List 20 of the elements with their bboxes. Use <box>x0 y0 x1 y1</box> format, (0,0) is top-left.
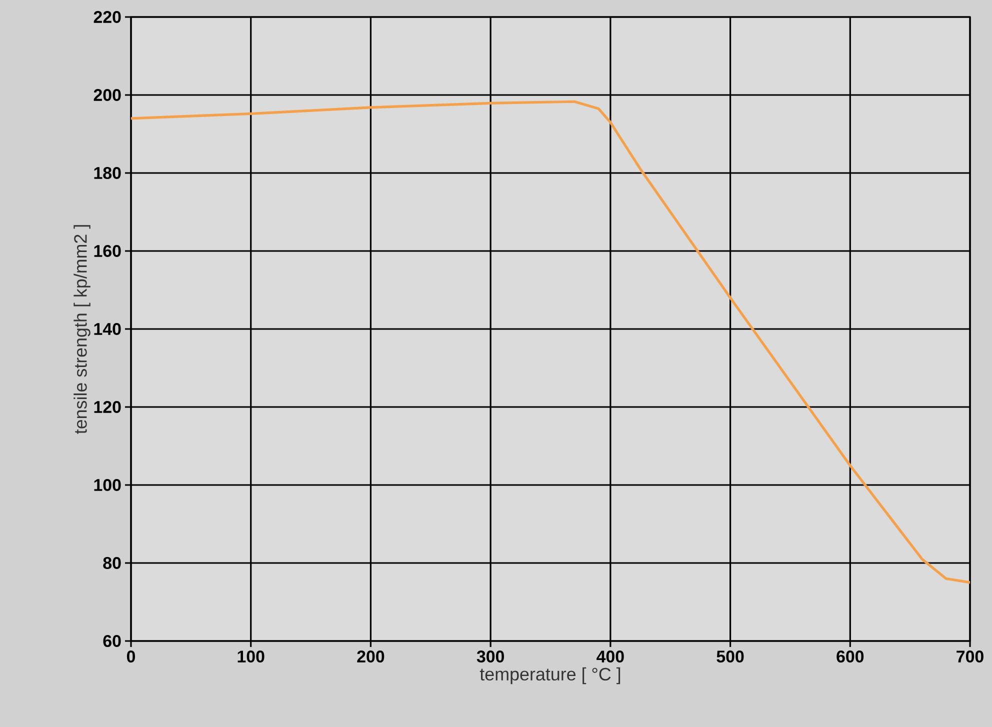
x-tick-label: 0 <box>126 650 136 663</box>
y-tick-label: 80 <box>103 557 121 569</box>
y-tick-label: 180 <box>94 167 121 179</box>
x-tick-label: 700 <box>956 650 984 663</box>
x-tick-label: 600 <box>836 650 864 663</box>
line-series <box>131 100 970 584</box>
y-tick-label: 120 <box>94 401 121 413</box>
y-axis-title: tensile strength [ kp/mm2 ] <box>74 225 90 434</box>
x-tick-label: 200 <box>357 650 384 663</box>
x-tick-label: 500 <box>716 650 744 663</box>
y-tick-label: 200 <box>94 88 121 101</box>
x-tick-label: 300 <box>476 650 504 663</box>
y-tick-label: 140 <box>94 323 121 335</box>
x-tick-label: 400 <box>596 650 624 663</box>
y-tick-label: 60 <box>103 635 121 647</box>
x-axis-title: temperature [ °C ] <box>480 667 620 684</box>
y-tick-label: 220 <box>94 10 121 23</box>
x-tick-label: 100 <box>238 650 264 663</box>
y-tick-label: 160 <box>94 245 121 257</box>
y-tick-label: 100 <box>94 479 121 491</box>
